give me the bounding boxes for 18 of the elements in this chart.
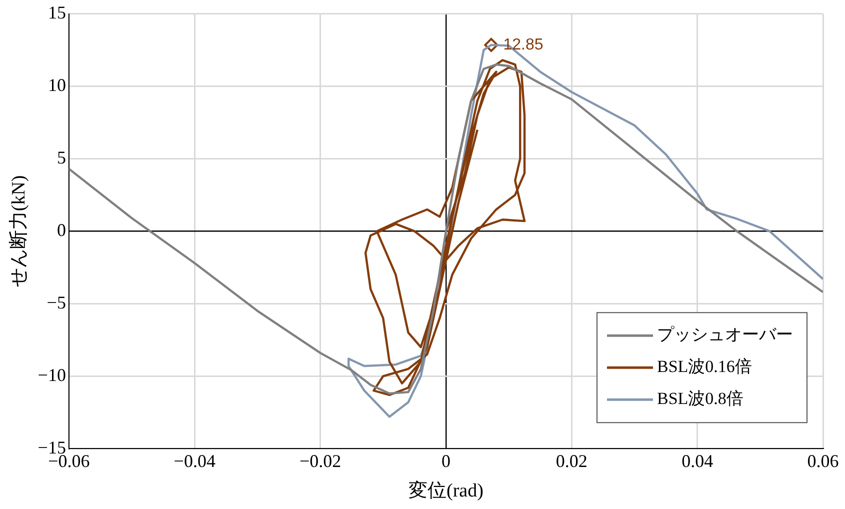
y-axis-title: せん断力(kN) (8, 175, 30, 288)
x-tick-label: 0.04 (682, 451, 714, 472)
y-tick-label: 5 (56, 147, 66, 168)
x-tick-label: 0.06 (807, 451, 839, 472)
legend-label: BSL波0.16倍 (657, 357, 752, 376)
y-tick-label: −10 (38, 364, 66, 385)
y-tick-label: 15 (48, 2, 66, 23)
x-tick-label: −0.02 (299, 451, 342, 472)
x-tick-label: 0 (441, 451, 450, 472)
x-axis-title: 変位(rad) (408, 480, 484, 502)
x-tick-label: −0.04 (174, 451, 216, 472)
y-tick-label: 10 (48, 75, 66, 95)
data-label: 12.85 (503, 36, 544, 54)
y-tick-label: 0 (56, 220, 66, 240)
x-tick-label: 0.02 (556, 451, 588, 472)
legend-label: BSL波0.8倍 (657, 389, 744, 408)
y-tick-label: −5 (46, 292, 66, 312)
legend-label: プッシュオーバー (657, 325, 793, 344)
